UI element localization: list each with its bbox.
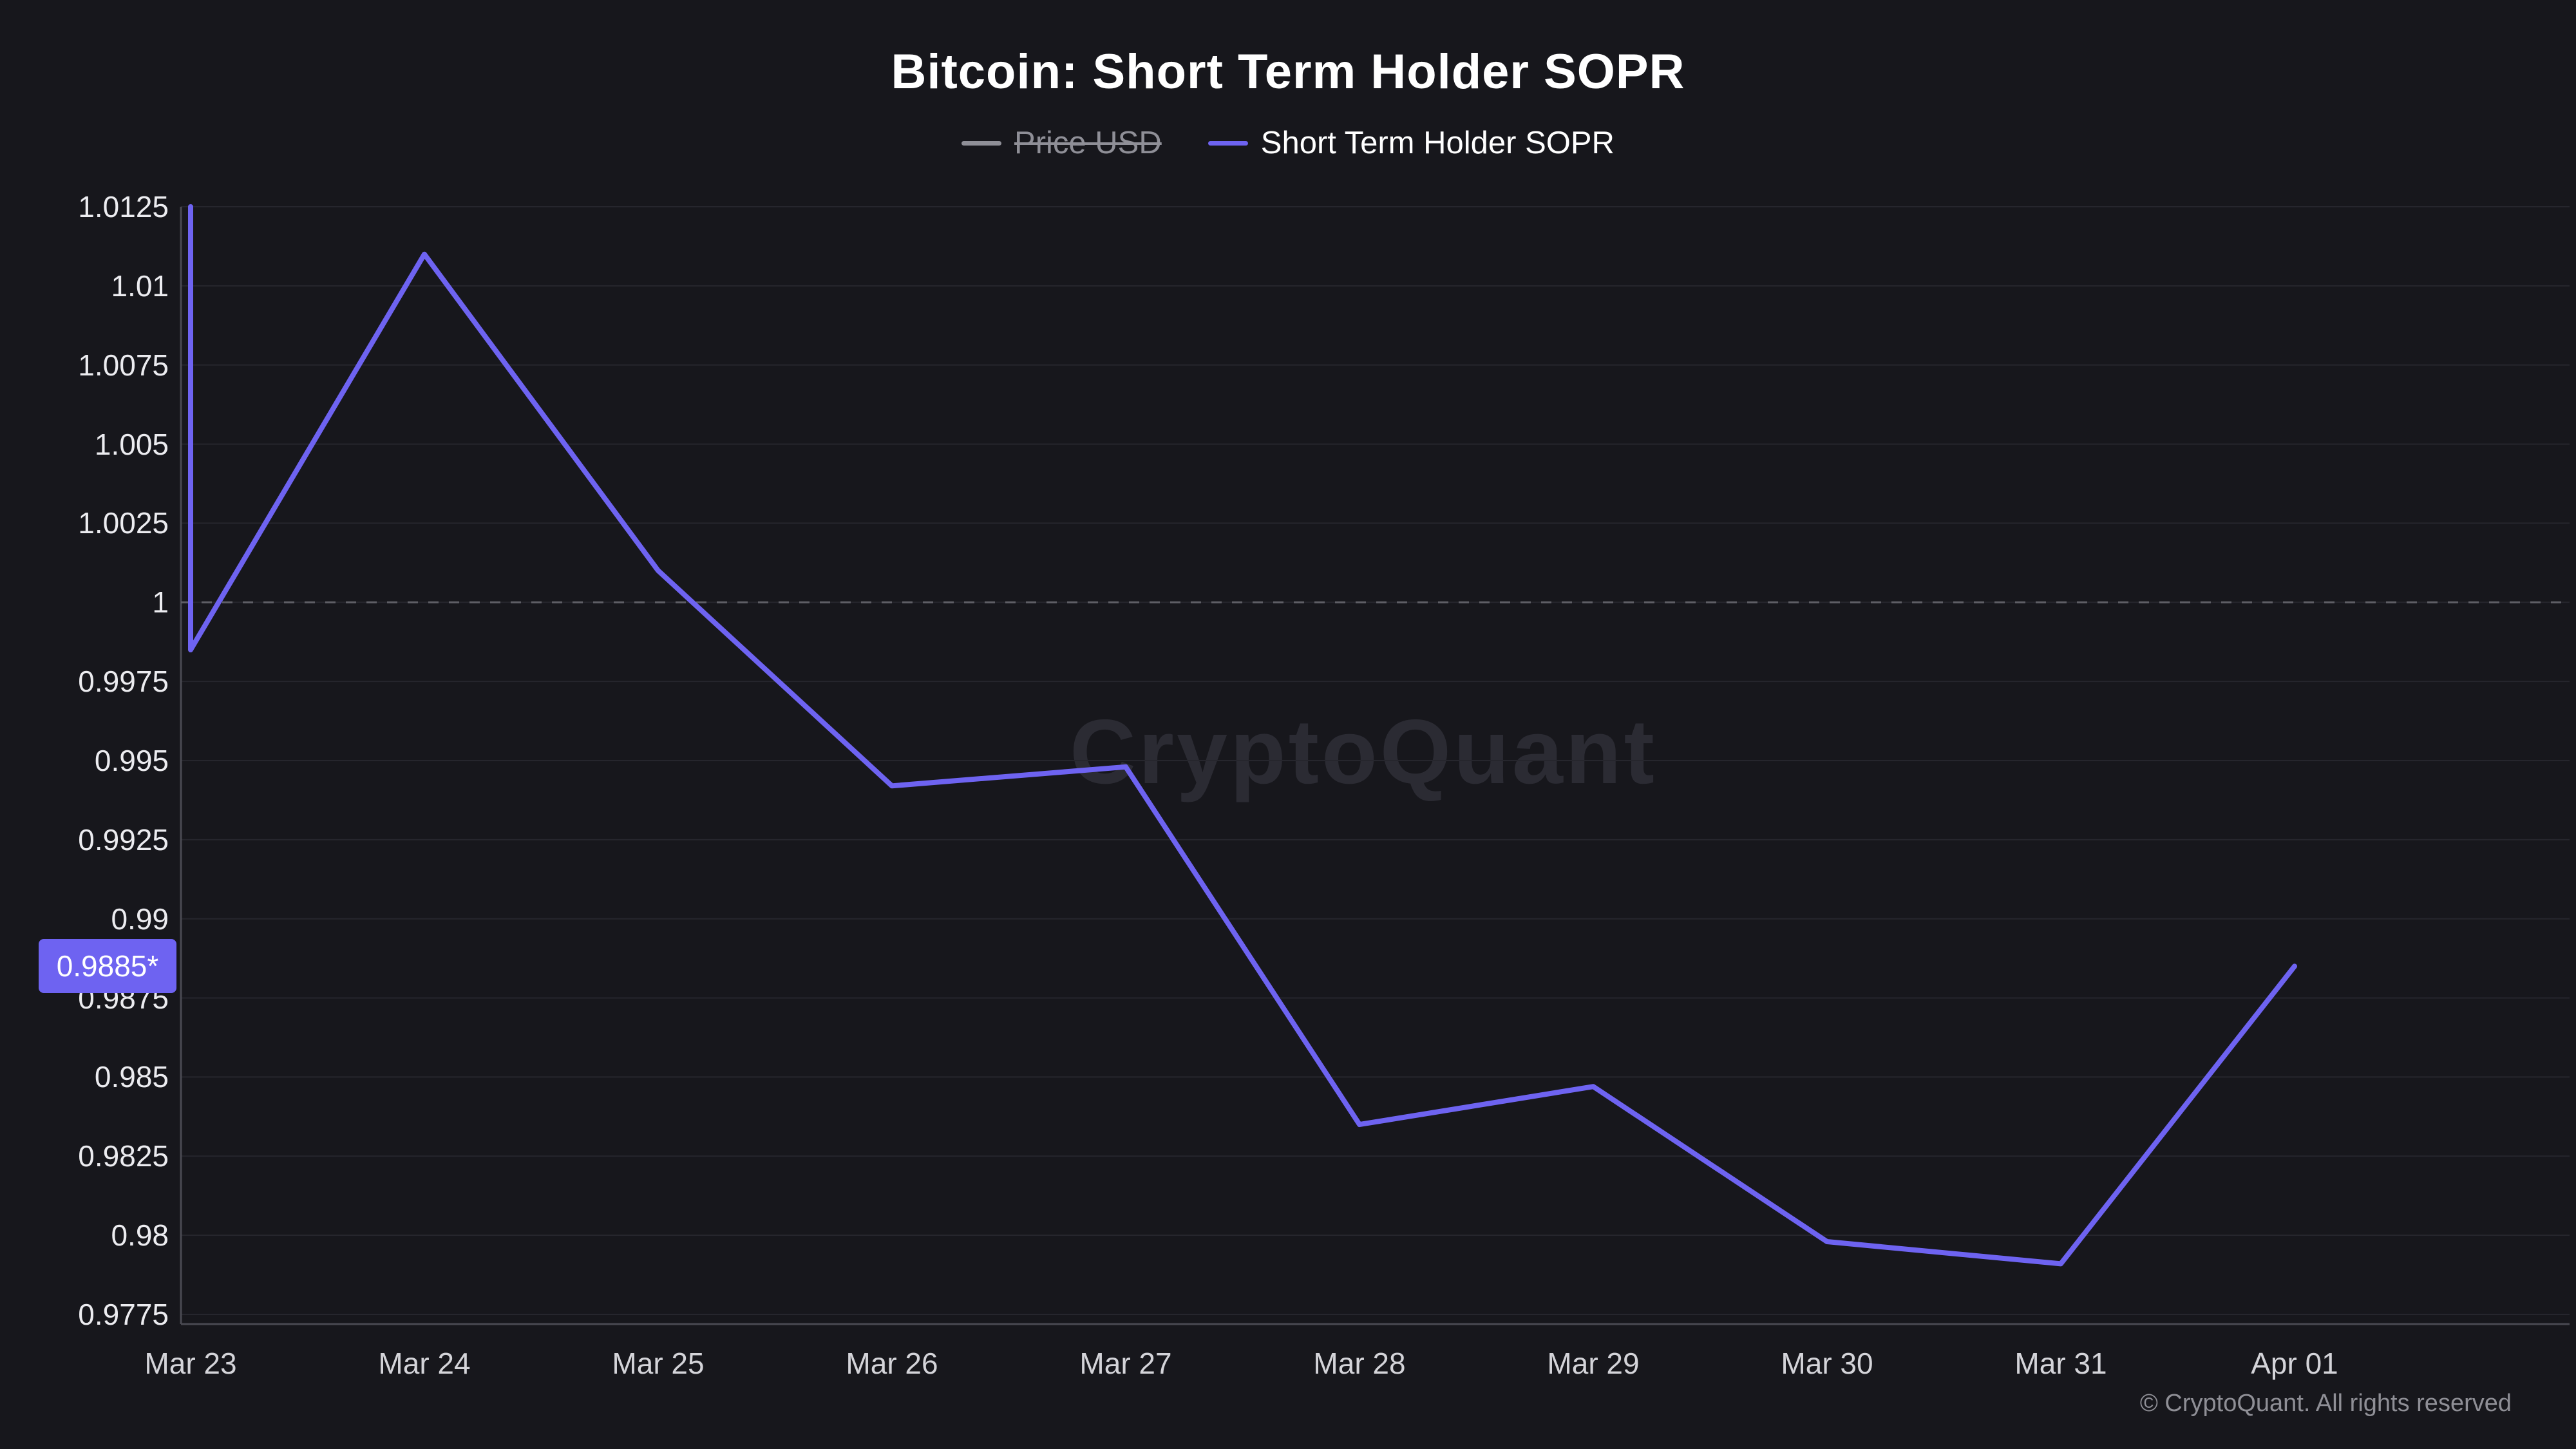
y-tick-label: 0.9925 (78, 822, 169, 857)
x-tick-label: Mar 29 (1547, 1347, 1640, 1380)
legend-label: Price USD (1014, 126, 1162, 160)
legend-dash-icon (1208, 140, 1248, 146)
y-tick-label: 0.99 (111, 902, 169, 936)
y-tick-label: 0.985 (94, 1060, 169, 1094)
legend-label: Short Term Holder SOPR (1260, 126, 1615, 160)
x-tick-label: Mar 24 (378, 1347, 471, 1380)
y-tick-label: 1.01 (111, 269, 169, 303)
y-tick-label: 0.9775 (78, 1298, 169, 1331)
y-tick-label: 0.98 (111, 1218, 169, 1253)
x-tick-label: Apr 01 (2251, 1347, 2338, 1380)
x-tick-label: Mar 28 (1313, 1347, 1406, 1380)
page-title: Bitcoin: Short Term Holder SOPR (891, 44, 1685, 99)
y-tick-label: 0.995 (94, 744, 169, 777)
x-tick-label: Mar 31 (2014, 1347, 2107, 1380)
sopr-series-line (188, 204, 2297, 1267)
x-tick-label: Mar 26 (846, 1347, 938, 1380)
x-tick-label: Mar 23 (144, 1347, 237, 1380)
y-tick-label: 1.0075 (78, 348, 169, 382)
legend-item-sopr[interactable]: Short Term Holder SOPR (1208, 125, 1615, 161)
x-tick-label: Mar 25 (612, 1347, 705, 1380)
chart-legend: Price USD Short Term Holder SOPR (0, 125, 2576, 161)
x-tick-label: Mar 27 (1079, 1347, 1172, 1380)
y-tick-label: 1.0025 (78, 506, 169, 540)
y-tick-label: 0.9825 (78, 1139, 169, 1173)
copyright-footer: © CryptoQuant. All rights reserved (2139, 1390, 2512, 1417)
y-tick-label: 1.0125 (78, 190, 169, 223)
y-tick-label: 1.005 (94, 427, 169, 461)
current-value-badge: 0.9885* (39, 939, 176, 994)
y-tick-label: 1 (152, 585, 169, 620)
cryptoquant-watermark: CryptoQuant (1070, 701, 1657, 803)
legend-dash-icon (961, 140, 1002, 146)
legend-item-price-usd[interactable]: Price USD (961, 125, 1162, 161)
x-tick-label: Mar 30 (1781, 1347, 1873, 1380)
y-tick-label: 0.9975 (78, 665, 169, 699)
